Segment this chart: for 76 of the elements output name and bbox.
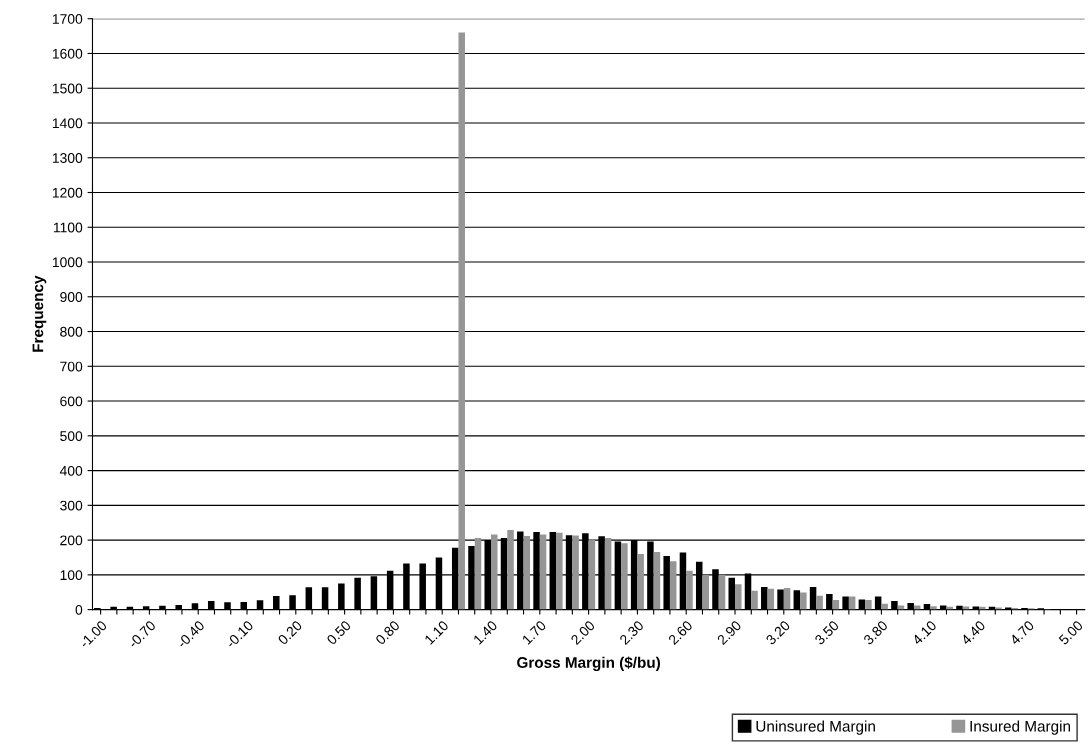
bar bbox=[686, 570, 693, 610]
bar bbox=[556, 532, 563, 610]
bar bbox=[962, 606, 970, 610]
bar bbox=[653, 551, 661, 610]
bar bbox=[354, 577, 361, 610]
bar bbox=[891, 600, 898, 610]
x-tick-label: 4.10 bbox=[911, 619, 938, 646]
bar bbox=[474, 538, 482, 610]
y-tick-label: 700 bbox=[60, 361, 83, 372]
bar bbox=[338, 583, 345, 610]
legend-label: Uninsured Margin bbox=[756, 720, 875, 735]
y-tick-label: 1100 bbox=[53, 222, 83, 233]
bar bbox=[669, 561, 677, 610]
bar bbox=[735, 584, 742, 610]
bar bbox=[523, 535, 531, 610]
bar bbox=[800, 592, 807, 610]
bar bbox=[175, 605, 182, 610]
legend-label: Insured Margin bbox=[970, 720, 1070, 735]
y-tick-label: 200 bbox=[60, 535, 83, 546]
x-axis-title: Gross Margin ($/bu) bbox=[517, 656, 660, 672]
y-tick-label: 500 bbox=[60, 431, 83, 441]
y-tick-label: 400 bbox=[59, 465, 83, 476]
x-tick-label: 4.70 bbox=[1009, 619, 1035, 646]
bar bbox=[865, 599, 872, 610]
x-tick-label: 3.50 bbox=[814, 619, 840, 646]
y-tick-label: 1300 bbox=[52, 153, 83, 163]
bar bbox=[604, 538, 612, 610]
bar bbox=[572, 535, 579, 610]
bar bbox=[539, 534, 547, 610]
bar bbox=[848, 596, 856, 610]
bar bbox=[718, 574, 726, 610]
bar bbox=[842, 596, 849, 610]
y-tick-label: 0 bbox=[75, 604, 83, 615]
y-tick-label: 1400 bbox=[52, 118, 83, 129]
bar bbox=[751, 590, 758, 610]
bar bbox=[305, 587, 313, 610]
y-tick-label: 100 bbox=[60, 570, 83, 581]
x-tick-label: 4.40 bbox=[960, 619, 986, 646]
y-tick-label: 1000 bbox=[52, 257, 83, 268]
y-tick-label: 600 bbox=[60, 396, 83, 407]
y-tick-label: 900 bbox=[60, 292, 83, 302]
bar bbox=[793, 590, 801, 610]
bar bbox=[702, 574, 709, 610]
bar bbox=[816, 595, 823, 610]
y-tick-label: 300 bbox=[60, 500, 83, 511]
bar bbox=[637, 554, 644, 610]
bar bbox=[881, 603, 888, 610]
bar bbox=[224, 602, 231, 610]
bar bbox=[491, 534, 498, 610]
bar bbox=[761, 587, 768, 610]
x-tick-label: 0.50 bbox=[326, 619, 352, 646]
bar bbox=[507, 530, 514, 610]
bar bbox=[809, 587, 817, 610]
bar bbox=[289, 595, 296, 610]
y-axis-title: Frequency bbox=[32, 275, 47, 352]
bar bbox=[458, 32, 465, 610]
bar bbox=[826, 593, 833, 610]
x-tick-label: 0.20 bbox=[277, 619, 303, 646]
y-tick-label: 1200 bbox=[52, 187, 83, 198]
bar bbox=[783, 588, 791, 610]
bar bbox=[907, 603, 914, 610]
y-tick-label: 800 bbox=[60, 326, 83, 337]
bar bbox=[321, 587, 329, 610]
y-tick-label: 1700 bbox=[52, 14, 83, 24]
bar bbox=[777, 589, 784, 610]
bar bbox=[930, 606, 937, 610]
y-tick-label: 1500 bbox=[52, 83, 83, 94]
bar bbox=[588, 540, 596, 610]
x-tick-label: 3.20 bbox=[765, 619, 791, 646]
bar bbox=[972, 606, 979, 610]
x-tick-label: 0.80 bbox=[374, 619, 401, 646]
bar bbox=[273, 596, 280, 610]
y-tick-label: 1600 bbox=[52, 48, 83, 59]
bar bbox=[728, 577, 736, 610]
bar bbox=[621, 543, 628, 610]
bar bbox=[874, 596, 882, 610]
